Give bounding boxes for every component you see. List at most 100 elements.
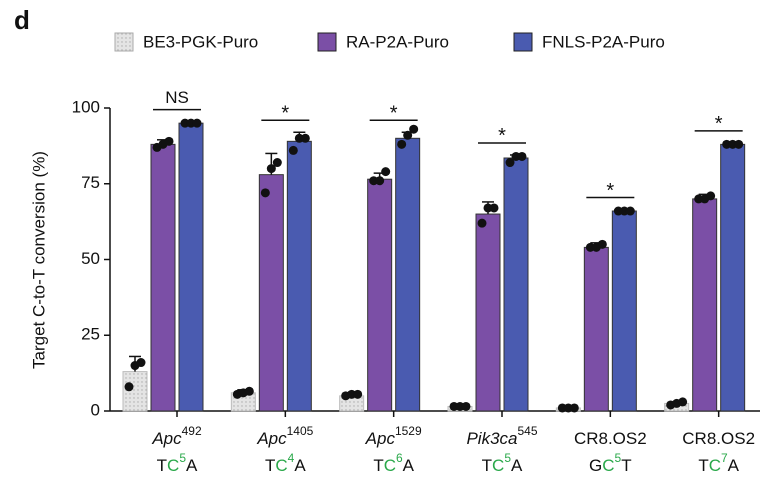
x-tick-label: CR8.OS2 — [682, 429, 755, 448]
sig-label: * — [715, 113, 723, 135]
data-point — [124, 382, 134, 392]
y-tick-label: 75 — [81, 173, 100, 192]
category-superscript: 1529 — [395, 424, 422, 438]
bar — [286, 140, 312, 412]
motif-label: GC5T — [589, 451, 632, 475]
motif-base: C — [275, 456, 287, 475]
bar — [178, 122, 204, 412]
motif-base: C — [167, 456, 179, 475]
data-point — [266, 164, 276, 174]
motif-position: 7 — [721, 451, 728, 465]
motif-before: T — [698, 456, 708, 475]
sig-label: * — [281, 103, 289, 125]
x-tick-label: Pik3ca545 — [466, 424, 537, 448]
data-point — [164, 136, 174, 146]
category-name: CR8.OS2 — [574, 429, 647, 448]
data-point — [409, 124, 419, 134]
motif-after: A — [728, 456, 740, 475]
legend-swatch — [317, 32, 337, 52]
sig-label: NS — [165, 88, 189, 107]
legend-swatch — [513, 32, 533, 52]
legend-label: FNLS-P2A-Puro — [542, 32, 665, 51]
y-tick-label: 100 — [72, 97, 100, 116]
motif-label: TC6A — [373, 451, 414, 475]
legend-label: RA-P2A-Puro — [346, 32, 449, 51]
bar — [503, 157, 529, 412]
motif-base: C — [602, 456, 614, 475]
legend-swatch — [114, 32, 134, 52]
bar — [122, 371, 148, 412]
data-point — [244, 386, 254, 396]
panel-label: d — [14, 5, 30, 35]
motif-before: G — [589, 456, 602, 475]
category-name: CR8.OS2 — [682, 429, 755, 448]
x-tick-label: CR8.OS2 — [574, 429, 647, 448]
motif-label: TC7A — [698, 451, 739, 475]
data-point — [192, 118, 202, 128]
bar — [692, 198, 718, 412]
x-tick-label: Apc1529 — [365, 424, 422, 448]
data-point — [375, 176, 385, 186]
motif-position: 5 — [615, 451, 622, 465]
motif-after: A — [403, 456, 415, 475]
motif-position: 6 — [396, 451, 403, 465]
data-point — [288, 145, 298, 155]
data-point — [461, 401, 471, 411]
bar — [583, 246, 609, 412]
motif-before: T — [157, 456, 167, 475]
data-point — [397, 139, 407, 149]
bar — [475, 213, 501, 412]
data-point — [597, 239, 607, 249]
data-point — [272, 158, 282, 168]
bar — [720, 143, 746, 412]
data-point — [678, 397, 688, 407]
category-name: Apc — [151, 429, 182, 448]
motif-before: T — [482, 456, 492, 475]
x-tick-label: Apc1405 — [256, 424, 313, 448]
bar — [258, 174, 284, 412]
category-name: Apc — [365, 429, 396, 448]
data-point — [734, 139, 744, 149]
motif-after: T — [621, 456, 631, 475]
motif-position: 4 — [288, 451, 295, 465]
y-tick-label: 25 — [81, 325, 100, 344]
bar — [150, 143, 176, 412]
bar — [367, 178, 393, 412]
motif-before: T — [265, 456, 275, 475]
motif-label: TC5A — [482, 451, 523, 475]
data-point — [353, 389, 363, 399]
y-tick-label: 0 — [91, 400, 100, 419]
data-point — [706, 191, 716, 201]
data-point — [505, 158, 515, 168]
data-point — [300, 133, 310, 143]
motif-label: TC4A — [265, 451, 306, 475]
motif-base: C — [492, 456, 504, 475]
bar — [395, 137, 421, 412]
data-point — [477, 218, 487, 228]
sig-label: * — [498, 125, 506, 147]
y-tick-label: 50 — [81, 249, 100, 268]
data-point — [625, 206, 635, 216]
category-superscript: 1405 — [287, 424, 314, 438]
category-superscript: 545 — [518, 424, 538, 438]
motif-after: A — [294, 456, 306, 475]
motif-base: C — [384, 456, 396, 475]
sig-label: * — [606, 180, 614, 202]
motif-position: 5 — [504, 451, 511, 465]
legend-label: BE3-PGK-Puro — [143, 32, 258, 51]
data-point — [381, 167, 391, 177]
sig-label: * — [390, 103, 398, 125]
motif-before: T — [373, 456, 383, 475]
motif-after: A — [186, 456, 198, 475]
data-point — [517, 151, 527, 161]
data-point — [569, 403, 579, 413]
data-point — [136, 358, 146, 368]
data-point — [260, 188, 270, 198]
x-tick-label: Apc492 — [151, 424, 202, 448]
y-axis-label: Target C-to-T conversion (%) — [29, 151, 48, 369]
data-point — [489, 203, 499, 213]
motif-base: C — [709, 456, 721, 475]
category-name: Pik3ca — [466, 429, 517, 448]
motif-after: A — [511, 456, 523, 475]
